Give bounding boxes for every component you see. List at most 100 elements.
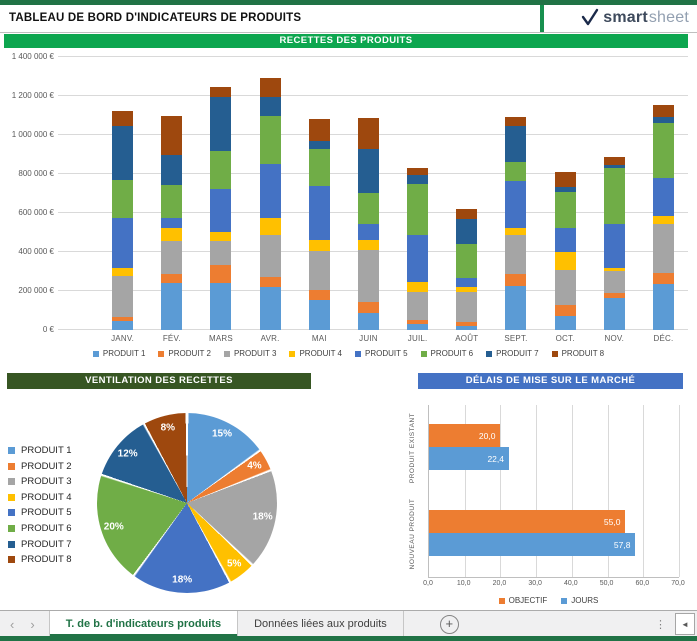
bar-slot [639,57,688,330]
hbar-legend-item: OBJECTIF [498,596,547,605]
y-tick-label: 800 000 € [18,169,54,178]
bar-slot [196,57,245,330]
pie-legend-swatch [8,524,15,532]
legend-item: PRODUIT 3 [223,349,276,358]
hbar-bar-OBJECTIF: 55,0 [429,510,626,533]
stacked-bar-AOÛT [456,209,478,330]
bar-segment-PRODUIT 6 [308,148,330,186]
x-tick-label: 0,0 [423,580,433,587]
hbar-x-axis: 0,0 10,0 20,0 30,0 40,0 50,0 60,0 70,0 [400,580,697,590]
legend-label: PRODUIT 2 [168,349,211,358]
stacked-bar-OCT. [554,172,576,330]
pie-legend-item: PRODUIT 7 [8,539,72,550]
x-tick-label: 40,0 [564,580,578,587]
legend-label: PRODUIT 7 [496,349,539,358]
tab-product-data[interactable]: Données liées aux produits [238,611,404,637]
bar-segment-PRODUIT 4 [456,287,478,292]
category-label: NOUVEAU PRODUIT [409,498,416,570]
bar-segment-PRODUIT 8 [407,168,429,176]
hbar-value-label: 57,8 [613,539,631,550]
legend-label: PRODUIT 1 [102,349,146,358]
month-label: JUIN [359,334,378,343]
bar-segment-PRODUIT 5 [357,223,379,241]
x-tick-label: 60,0 [635,580,650,587]
y-tick-label: 200 000 € [18,286,54,295]
bar-segment-PRODUIT 6 [357,192,379,224]
month-label: JANV. [111,334,135,343]
bar-segment-PRODUIT 3 [161,241,183,275]
hbar-gridline [643,405,645,577]
pie-slice-label: 12% [117,448,138,460]
bar-segment-PRODUIT 3 [308,251,330,291]
y-tick-label: 1 400 000 € [11,52,54,61]
y-tick-label: 1 000 000 € [11,130,54,139]
bar-segment-PRODUIT 6 [112,179,134,218]
bar-segment-PRODUIT 7 [505,126,527,163]
sheet-tab-bar: ‹ › T. de b. d'indicateurs produits Donn… [0,610,697,637]
dashboard-header: TABLEAU DE BORD D'INDICATEURS DE PRODUIT… [0,5,697,33]
bar-segment-PRODUIT 8 [161,115,183,155]
bar-segment-PRODUIT 5 [603,223,625,269]
bar-segment-PRODUIT 1 [161,283,183,330]
gridline [58,95,688,96]
y-tick-label: 0 € [42,325,54,334]
bar-segment-PRODUIT 7 [259,97,281,116]
logo-text-smart: smart [603,8,648,26]
legend-item: PRODUIT 7 [486,349,539,358]
hscroll-left-button[interactable]: ◄ [675,613,695,635]
add-sheet-button[interactable]: + [439,611,459,637]
pie-slice-label: 18% [172,574,193,586]
bar-segment-PRODUIT 3 [603,270,625,293]
bar-segment-PRODUIT 1 [259,287,281,330]
month-label: OCT. [555,334,575,343]
bar-segment-PRODUIT 6 [505,162,527,181]
bar-segment-PRODUIT 4 [554,252,576,270]
pie-legend: PRODUIT 1 PRODUIT 2 PRODUIT 3 PRODUIT 4 PROD… [8,445,72,570]
revenue-y-axis: 0 € 200 000 € 400 000 € 600 000 € 800 000 € 1… [0,52,54,334]
bar-segment-PRODUIT 5 [210,188,232,232]
bar-segment-PRODUIT 1 [210,283,232,330]
next-sheet-arrow-icon[interactable]: › [30,616,35,632]
legend-item: PRODUIT 4 [289,349,342,358]
bar-segment-PRODUIT 1 [308,299,330,330]
bar-segment-PRODUIT 5 [505,180,527,228]
bar-segment-PRODUIT 2 [554,304,576,317]
bar-slot [246,57,295,330]
pie-legend-swatch [8,478,15,486]
bar-slot [98,57,147,330]
prev-sheet-arrow-icon[interactable]: ‹ [10,616,15,632]
pie-circle [97,413,277,593]
bar-segment-PRODUIT 4 [308,240,330,252]
y-tick-label: 400 000 € [18,247,54,256]
bar-segment-PRODUIT 3 [554,269,576,305]
bar-segment-PRODUIT 1 [112,321,134,330]
bar-segment-PRODUIT 5 [112,217,134,268]
x-tick-label: 70,0 [671,580,685,587]
gridline [58,56,688,57]
revenue-section-banner: RECETTES DES PRODUITS [4,34,688,48]
more-options-dots-icon[interactable]: ⋮ [655,618,667,631]
bar-segment-PRODUIT 3 [505,235,527,275]
legend-swatch [486,350,493,357]
bar-slot [393,57,442,330]
bar-segment-PRODUIT 3 [652,223,674,274]
hbar-gridline [464,405,466,577]
bar-segment-PRODUIT 4 [407,282,429,292]
bar-segment-PRODUIT 4 [603,268,625,271]
hbar-bar-JOURS: 57,8 [429,533,636,556]
bar-segment-PRODUIT 2 [161,274,183,284]
bar-segment-PRODUIT 6 [161,184,183,218]
bar-segment-PRODUIT 8 [652,104,674,117]
bar-segment-PRODUIT 8 [554,172,576,187]
hbar-gridline [536,405,538,577]
bar-segment-PRODUIT 2 [259,277,281,288]
hbar-legend-label: JOURS [571,596,599,605]
hbar-legend-item: JOURS [561,596,598,605]
timetomarket-section-banner: DÉLAIS DE MISE SUR LE MARCHÉ [418,373,683,389]
bar-segment-PRODUIT 5 [259,164,281,218]
pie-legend-swatch [8,556,15,564]
bottom-green-strip [0,636,697,641]
tab-dashboard-indicators[interactable]: T. de b. d'indicateurs produits [48,611,239,637]
header-accent-bar [540,5,544,32]
stacked-bar-MAI [308,119,330,330]
